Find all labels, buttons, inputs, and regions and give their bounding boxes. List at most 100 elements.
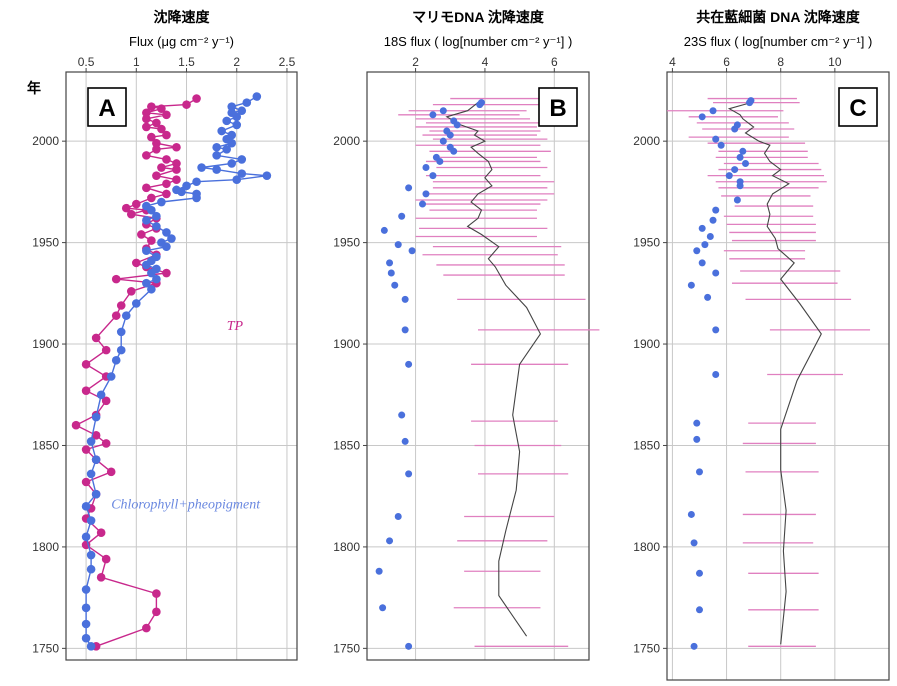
data-point — [101, 554, 111, 564]
data-point — [182, 181, 191, 191]
x-tick-label: 1.5 — [178, 55, 195, 69]
data-point — [152, 144, 161, 154]
data-point — [429, 172, 437, 180]
x-tick-label: 6 — [551, 55, 558, 69]
y-tick-label: 1900 — [32, 337, 59, 351]
data-point — [157, 197, 166, 207]
data-point — [693, 247, 701, 255]
data-point — [71, 420, 81, 430]
data-point — [733, 196, 741, 204]
data-point — [142, 108, 151, 118]
data-point — [157, 104, 166, 114]
data-point — [86, 516, 96, 525]
y-tick-label: 1850 — [32, 438, 59, 452]
data-point — [111, 274, 121, 284]
y-tick-label: 2000 — [32, 134, 59, 148]
panel-a: 0.5 1 1.5 2 2.5 1750 1800 1850 1900 1950 2000 沈降速度 F… — [32, 9, 298, 661]
data-point — [91, 455, 101, 464]
data-point — [81, 603, 91, 613]
data-point — [81, 502, 91, 511]
data-point — [152, 171, 161, 180]
y-tick-label: 1950 — [333, 236, 360, 250]
panel-badge-label: A — [98, 95, 115, 122]
data-point — [712, 326, 720, 334]
data-point — [695, 606, 703, 614]
data-point — [116, 301, 126, 310]
data-point — [91, 412, 101, 422]
data-point — [152, 589, 161, 598]
data-point — [121, 311, 131, 320]
data-point — [687, 281, 695, 289]
y-tick-label: 1800 — [333, 540, 360, 554]
data-point — [81, 532, 91, 542]
data-point — [147, 236, 156, 245]
data-point — [405, 470, 413, 478]
panel-badge-box — [87, 87, 127, 127]
y-tick-label: 1750 — [333, 641, 360, 655]
data-point — [142, 151, 151, 160]
data-point — [222, 116, 231, 126]
data-point — [712, 206, 720, 214]
data-point — [232, 175, 242, 185]
data-point — [152, 211, 161, 221]
y-tick-label: 1800 — [633, 540, 660, 554]
data-point — [476, 101, 484, 109]
data-point — [152, 274, 161, 284]
y-tick-label: 1750 — [633, 641, 660, 655]
data-point — [142, 183, 151, 193]
data-point — [167, 234, 176, 243]
data-point — [81, 445, 91, 454]
data-point — [701, 241, 709, 249]
data-point — [101, 345, 111, 355]
data-point — [398, 411, 406, 419]
data-point — [172, 142, 181, 152]
data-point — [379, 604, 387, 612]
y-tick-label: 1950 — [32, 236, 59, 250]
x-tick-label: 10 — [828, 55, 842, 69]
data-point — [101, 439, 111, 448]
data-point — [137, 230, 146, 239]
data-point — [439, 137, 447, 145]
y-tick-label: 1900 — [633, 337, 660, 351]
data-point — [212, 142, 221, 152]
data-point — [86, 642, 96, 651]
data-point — [693, 435, 701, 443]
x-tick-label: 8 — [777, 55, 784, 69]
data-point — [172, 165, 181, 174]
data-point — [387, 269, 395, 277]
data-point — [147, 268, 156, 278]
data-point — [182, 100, 191, 109]
y-tick-label: 1850 — [633, 438, 660, 452]
data-point — [698, 224, 706, 232]
data-point — [712, 135, 720, 143]
data-point — [197, 163, 206, 172]
data-point — [162, 155, 171, 164]
plot-frame — [65, 71, 298, 661]
data-point — [96, 390, 106, 400]
data-point — [147, 284, 156, 294]
data-point — [142, 122, 151, 132]
data-point — [147, 193, 156, 203]
data-point — [172, 159, 181, 168]
x-tick-label: 2 — [233, 55, 240, 69]
x-tick-label: 4 — [669, 55, 676, 69]
data-point — [172, 175, 181, 185]
data-point — [81, 477, 91, 487]
data-point — [690, 642, 698, 650]
panel-badge-label: B — [549, 95, 566, 122]
data-point — [386, 259, 394, 267]
data-point — [116, 345, 126, 355]
data-point — [405, 184, 413, 192]
data-point — [717, 141, 725, 149]
data-point — [126, 286, 136, 296]
data-point — [450, 147, 458, 155]
data-point — [162, 228, 171, 237]
data-point — [736, 153, 744, 161]
data-point — [152, 607, 161, 617]
panel-title: マリモDNA 沈降速度 — [412, 9, 545, 25]
data-point — [709, 216, 717, 224]
data-point — [453, 121, 461, 129]
plot-frame — [666, 71, 890, 681]
data-point — [695, 569, 703, 577]
data-point — [162, 189, 171, 199]
